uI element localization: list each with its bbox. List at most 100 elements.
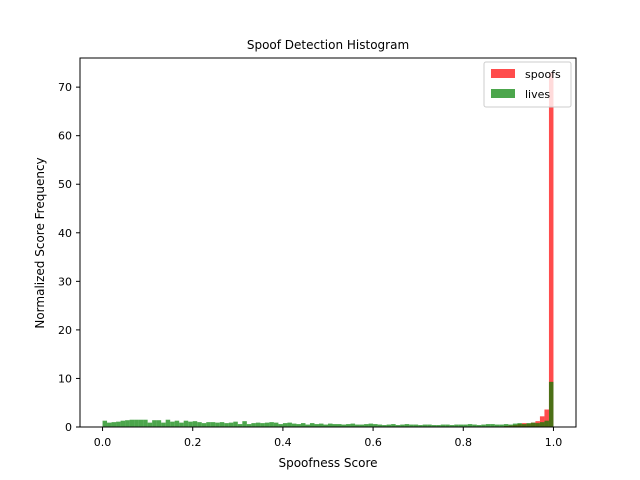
lives-bar-66 [400, 424, 405, 427]
lives-bar-16 [174, 420, 180, 427]
lives-bar-39 [278, 424, 283, 427]
lives-bar-79 [458, 424, 464, 427]
lives-bar-72 [427, 424, 432, 427]
histogram-bars [102, 72, 554, 427]
lives-bar-52 [337, 424, 342, 427]
lives-bar-83 [476, 425, 482, 427]
lives-bar-64 [391, 424, 396, 427]
lives-bar-56 [355, 424, 360, 427]
y-tick-label-4: 40 [58, 227, 72, 240]
x-tick-label-0: 0.0 [94, 436, 112, 449]
y-tick-label-5: 50 [58, 178, 72, 191]
lives-bar-85 [485, 424, 491, 427]
lives-bar-54 [346, 424, 351, 427]
plot-area-frame [79, 57, 577, 428]
chart-title: Spoof Detection Histogram [247, 38, 409, 52]
lives-bar-91 [512, 423, 518, 427]
lives-bar-62 [382, 425, 387, 427]
lives-bar-2 [111, 422, 117, 427]
lives-bar-61 [377, 424, 383, 427]
lives-bar-35 [260, 423, 265, 427]
lives-bar-8 [138, 419, 144, 427]
lives-bar-94 [526, 423, 531, 427]
lives-bar-58 [364, 424, 369, 427]
lives-bar-71 [422, 424, 428, 427]
lives-bar-9 [143, 419, 148, 427]
lives-bar-88 [499, 424, 504, 427]
lives-bar-42 [291, 423, 297, 427]
legend-swatch-lives [491, 89, 515, 98]
lives-bar-38 [273, 422, 279, 427]
lives-bar-47 [314, 424, 319, 427]
lives-bar-57 [359, 424, 365, 427]
lives-bar-3 [116, 421, 121, 427]
lives-bar-84 [481, 424, 486, 427]
lives-bar-59 [368, 423, 374, 427]
lives-bar-14 [165, 419, 171, 427]
lives-bar-43 [296, 424, 301, 427]
lives-bar-90 [508, 424, 513, 427]
legend-label-spoofs: spoofs [525, 68, 561, 81]
lives-bar-49 [323, 424, 328, 427]
lives-bar-37 [269, 422, 274, 427]
lives-bar-87 [494, 424, 500, 427]
lives-bar-69 [413, 424, 419, 427]
lives-bar-73 [431, 425, 437, 427]
lives-bar-97 [539, 422, 545, 427]
lives-bar-24 [210, 422, 216, 427]
x-tick-label-2: 0.4 [274, 436, 292, 449]
y-axis-ticks: 0 10 20 30 40 50 60 70 [58, 81, 80, 434]
lives-bar-31 [242, 421, 247, 427]
lives-bar-20 [192, 421, 198, 427]
lives-bar-70 [418, 425, 423, 427]
x-tick-label-3: 0.6 [364, 436, 382, 449]
legend-label-lives: lives [525, 88, 550, 101]
x-axis-label: Spoofness Score [278, 456, 377, 470]
lives-bar-86 [490, 424, 495, 427]
lives-bar-50 [328, 423, 333, 427]
lives-bar-33 [251, 423, 256, 427]
lives-bar-46 [309, 423, 315, 427]
lives-bar-28 [228, 422, 234, 427]
lives-bar-55 [350, 423, 356, 427]
lives-bar-30 [237, 424, 243, 427]
lives-bar-45 [305, 424, 310, 427]
lives-bar-67 [404, 424, 410, 427]
lives-bar-25 [215, 422, 220, 427]
lives-bar-68 [409, 424, 414, 427]
lives-bar-77 [449, 425, 455, 427]
lives-bar-1 [107, 422, 112, 427]
x-tick-label-1: 0.2 [184, 436, 202, 449]
y-tick-label-7: 70 [58, 81, 72, 94]
lives-bar-48 [318, 423, 324, 427]
lives-bar-0 [102, 420, 108, 427]
lives-bar-11 [152, 420, 157, 427]
lives-bar-82 [472, 424, 477, 427]
spoofs-bar-8 [539, 416, 545, 427]
lives-bar-40 [282, 423, 288, 427]
legend-swatch-spoofs [491, 69, 515, 78]
y-tick-label-3: 30 [58, 275, 72, 288]
lives-bar-75 [440, 424, 446, 427]
lives-bar-15 [170, 421, 175, 427]
lives-bar-60 [373, 424, 378, 427]
lives-bar-78 [454, 424, 459, 427]
lives-bar-23 [206, 422, 211, 427]
y-tick-label-0: 0 [65, 421, 72, 434]
lives-bar-10 [147, 422, 153, 427]
lives-bar-41 [287, 422, 292, 427]
lives-bar-53 [341, 424, 347, 427]
legend: spoofs lives [483, 61, 572, 108]
lives-bar-99 [548, 381, 554, 427]
y-tick-label-6: 60 [58, 130, 72, 143]
lives-bar-98 [544, 420, 549, 427]
lives-bar-5 [125, 420, 130, 427]
lives-bar-65 [395, 425, 401, 427]
spoofs-bar-10 [548, 72, 554, 427]
y-tick-label-1: 10 [58, 372, 72, 385]
lives-bar-93 [521, 424, 527, 427]
lives-bar-13 [161, 422, 166, 427]
lives-bar-6 [129, 419, 135, 427]
lives-bar-96 [535, 423, 540, 427]
lives-bar-76 [445, 424, 450, 427]
